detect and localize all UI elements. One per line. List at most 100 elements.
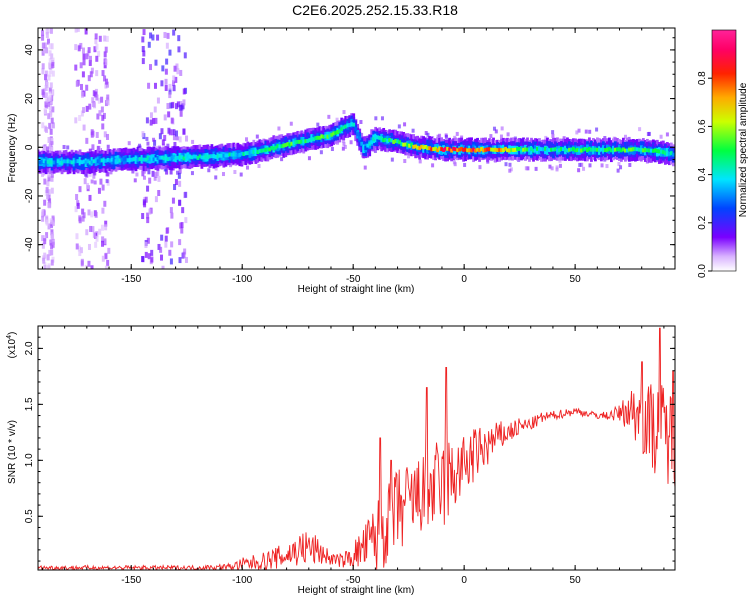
heatmap-speckle [280, 157, 284, 162]
heatmap-ridge-cell [450, 148, 453, 153]
heatmap-speckle [93, 171, 97, 176]
heatmap-scatter-cell [74, 28, 78, 33]
heatmap-ridge-cell [667, 151, 671, 156]
heatmap-ridge-cell [651, 148, 655, 153]
heatmap-scatter-cell [77, 45, 81, 52]
heatmap-ridge-cell [568, 147, 571, 152]
y-tick-label: 1.0 [24, 453, 35, 467]
heatmap-speckle [584, 129, 588, 134]
heatmap-scatter-cell [75, 243, 79, 250]
heatmap-ridge-cell [478, 148, 481, 153]
heatmap-speckle [142, 175, 146, 180]
heatmap-ridge-cell [424, 145, 428, 149]
heatmap-speckle [509, 167, 513, 172]
heatmap-scatter-cell [141, 58, 145, 65]
heatmap-scatter-cell [89, 71, 93, 78]
heatmap-scatter-cell [171, 197, 175, 204]
heatmap-ridge-cell [637, 147, 641, 152]
heatmap-scatter-cell [105, 35, 109, 42]
heatmap-ridge-cell [554, 147, 557, 152]
heatmap-ridge-cell [122, 157, 126, 162]
heatmap-scatter-cell [87, 47, 91, 54]
heatmap-speckle [580, 162, 584, 167]
heatmap-scatter-cell [100, 106, 104, 113]
heatmap-speckle [277, 126, 281, 131]
heatmap-scatter-cell [92, 231, 96, 238]
heatmap-ridge-cell [116, 157, 120, 162]
heatmap-scatter-cell [104, 220, 108, 227]
heatmap-ridge-cell [430, 147, 434, 152]
heatmap-scatter-cell [170, 241, 174, 248]
heatmap-scatter-cell [44, 92, 48, 99]
heatmap-ridge-cell [368, 141, 372, 146]
heatmap-scatter-cell [51, 70, 55, 77]
heatmap-scatter-cell [179, 69, 183, 76]
heatmap-speckle [50, 141, 54, 146]
heatmap-ridge-cell [647, 148, 651, 153]
heatmap-ridge-cell [90, 160, 94, 165]
heatmap-ridge-cell [534, 148, 537, 153]
heatmap-ridge-cell [606, 147, 609, 152]
heatmap-ridge-cell [186, 154, 190, 159]
heatmap-ridge-cell [352, 122, 356, 127]
heatmap-scatter-cell [147, 82, 151, 89]
heatmap-ridge-cell [50, 160, 54, 165]
heatmap-scatter-cell [95, 43, 99, 50]
heatmap-ridge-cell [72, 159, 76, 164]
heatmap-scatter-cell [79, 42, 83, 49]
heatmap-ridge-cell [168, 156, 172, 161]
heatmap-scatter-cell [49, 239, 53, 246]
heatmap-scatter-cell [48, 122, 52, 129]
heatmap-scatter-cell [157, 243, 161, 250]
heatmap-scatter-cell [50, 90, 54, 97]
heatmap-ridge-cell [296, 139, 300, 144]
heatmap-ridge-cell [582, 147, 585, 152]
heatmap-ridge-cell [114, 159, 118, 164]
heatmap-ridge-cell [633, 147, 637, 152]
heatmap-ridge-cell [590, 147, 593, 152]
heatmap-scatter-cell [141, 213, 145, 220]
heatmap-speckle [341, 146, 345, 151]
heatmap-scatter-cell [98, 110, 102, 117]
heatmap-ridge-cell [226, 153, 230, 158]
heatmap-scatter-cell [90, 129, 94, 136]
heatmap-ridge-cell [659, 149, 663, 154]
heatmap-scatter-cell [95, 94, 99, 101]
heatmap-scatter-cell [48, 95, 52, 102]
heatmap-ridge-cell [592, 147, 595, 152]
heatmap-speckle [452, 160, 456, 165]
heatmap-ridge-cell [162, 156, 166, 161]
heatmap-scatter-cell [78, 186, 82, 193]
heatmap-ridge-cell [508, 148, 511, 153]
heatmap-scatter-cell [46, 100, 50, 107]
heatmap-ridge-cell [548, 148, 551, 153]
heatmap-scatter-cell [94, 33, 98, 40]
heatmap-scatter-cell [46, 38, 50, 45]
heatmap-speckle [106, 171, 110, 176]
x-tick-label: 0 [461, 274, 467, 285]
snr-panel: -150 -100 -50 0 50 0.5 1.0 1.5 2.0 Height of str… [6, 325, 676, 596]
heatmap-scatter-cell [40, 170, 44, 177]
heatmap-speckle [426, 132, 430, 137]
heatmap-scatter-cell [88, 59, 92, 66]
heatmap-ridge-cell [320, 134, 324, 139]
heatmap-speckle [257, 164, 261, 169]
heatmap-scatter-cell [79, 247, 83, 254]
x-tick-label: 50 [570, 575, 582, 586]
heatmap-ridge-cell [94, 158, 98, 163]
heatmap-ridge-cell [462, 147, 465, 152]
heatmap-ridge-cell [52, 160, 56, 165]
heatmap-ridge-cell [410, 142, 414, 147]
heatmap-scatter-cell [49, 128, 53, 135]
heatmap-scatter-cell [106, 133, 110, 140]
heatmap-scatter-cell [176, 101, 180, 108]
heatmap-ridge-cell [354, 126, 358, 131]
heatmap-scatter-cell [75, 80, 79, 87]
heatmap-scatter-cell [88, 103, 92, 110]
heatmap-scatter-cell [75, 193, 79, 200]
heatmap-scatter-cell [151, 170, 155, 177]
heatmap-scatter-cell [166, 32, 170, 39]
heatmap-ridge-cell [248, 151, 252, 155]
y-tick-label: 20 [24, 93, 35, 105]
heatmap-ridge-cell [358, 136, 362, 141]
